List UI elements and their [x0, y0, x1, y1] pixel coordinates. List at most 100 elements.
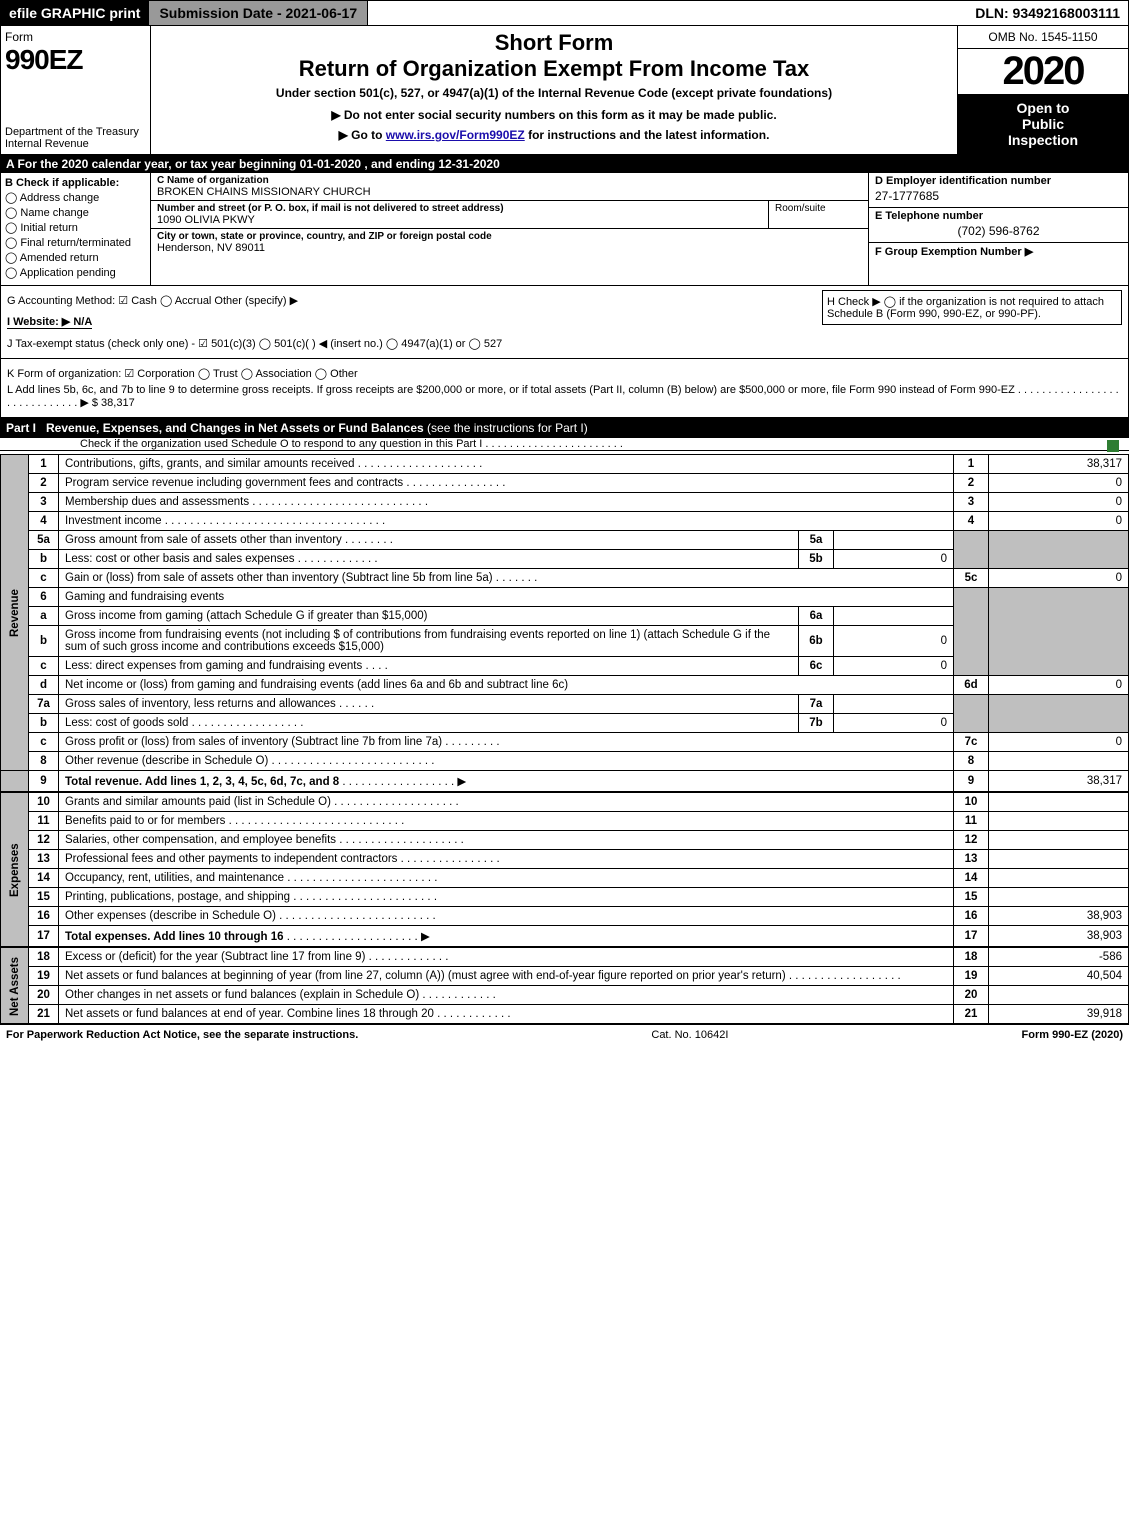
column-c: C Name of organization BROKEN CHAINS MIS…	[151, 173, 868, 285]
line-9-ref: 9	[954, 771, 989, 792]
line-16-desc: Other expenses (describe in Schedule O)	[65, 910, 276, 922]
line-2-amt: 0	[989, 474, 1129, 493]
line-15-amt	[989, 888, 1129, 907]
instruction-prefix: ▶ Go to	[339, 128, 386, 142]
line-20-amt	[989, 986, 1129, 1005]
line-1-num: 1	[29, 455, 59, 474]
line-6d-num: d	[29, 676, 59, 695]
line-7a-bval	[834, 695, 954, 714]
line-3-amt: 0	[989, 493, 1129, 512]
line-19-amt: 40,504	[989, 967, 1129, 986]
city-label: City or town, state or province, country…	[157, 231, 862, 242]
line-6a-num: a	[29, 607, 59, 626]
line-l: L Add lines 5b, 6c, and 7b to line 9 to …	[7, 384, 1122, 409]
line-8-amt	[989, 752, 1129, 771]
line-17-ref: 17	[954, 926, 989, 947]
line-13-num: 13	[29, 850, 59, 869]
line-8-desc: Other revenue (describe in Schedule O)	[65, 755, 268, 767]
efile-print-button[interactable]: efile GRAPHIC print	[1, 1, 148, 25]
line-18-amt: -586	[989, 948, 1129, 967]
line-6d-ref: 6d	[954, 676, 989, 695]
grey-7ab-amt	[989, 695, 1129, 733]
line-7b-desc: Less: cost of goods sold	[65, 717, 188, 729]
line-6c-desc: Less: direct expenses from gaming and fu…	[65, 660, 362, 672]
chk-amended-return[interactable]: ◯ Amended return	[5, 251, 146, 264]
street-value: 1090 OLIVIA PKWY	[157, 214, 762, 226]
line-20-desc: Other changes in net assets or fund bala…	[65, 989, 419, 1001]
chk-name-change[interactable]: ◯ Name change	[5, 206, 146, 219]
line-21-ref: 21	[954, 1005, 989, 1024]
line-20-ref: 20	[954, 986, 989, 1005]
line-i: I Website: ▶ N/A	[7, 315, 92, 329]
expenses-table: Expenses 10 Grants and similar amounts p…	[0, 792, 1129, 947]
footer-right: Form 990-EZ (2020)	[1022, 1029, 1123, 1041]
line-18-num: 18	[29, 948, 59, 967]
grey-7ab	[954, 695, 989, 733]
header-mid: Short Form Return of Organization Exempt…	[151, 26, 958, 154]
line-1-amt: 38,317	[989, 455, 1129, 474]
line-18-desc: Excess or (deficit) for the year (Subtra…	[65, 951, 365, 963]
header-right: OMB No. 1545-1150 2020 Open to Public In…	[958, 26, 1128, 154]
chk-address-change[interactable]: ◯ Address change	[5, 191, 146, 204]
line-7c-num: c	[29, 733, 59, 752]
chk-application-pending[interactable]: ◯ Application pending	[5, 266, 146, 279]
schedule-o-checkbox[interactable]	[1107, 440, 1119, 452]
line-9-num: 9	[29, 771, 59, 792]
line-h: H Check ▶ ◯ if the organization is not r…	[822, 290, 1122, 325]
schedule-o-text: Check if the organization used Schedule …	[80, 438, 623, 450]
line-15-num: 15	[29, 888, 59, 907]
street-label: Number and street (or P. O. box, if mail…	[157, 203, 762, 214]
city-value: Henderson, NV 89011	[157, 242, 862, 254]
line-17-amt: 38,903	[989, 926, 1129, 947]
room-label: Room/suite	[775, 203, 862, 214]
form-word: Form	[5, 30, 146, 44]
line-6b-num: b	[29, 626, 59, 657]
line-16-amt: 38,903	[989, 907, 1129, 926]
irs-link[interactable]: www.irs.gov/Form990EZ	[386, 128, 525, 142]
line-6a-bval	[834, 607, 954, 626]
ein-label: D Employer identification number	[875, 175, 1122, 187]
part-1-header: Part I Revenue, Expenses, and Changes in…	[0, 418, 1129, 438]
open-line-1: Open to	[962, 100, 1124, 116]
line-7a-desc: Gross sales of inventory, less returns a…	[65, 698, 336, 710]
column-d: D Employer identification number 27-1777…	[868, 173, 1128, 285]
line-5a-num: 5a	[29, 531, 59, 550]
line-12-num: 12	[29, 831, 59, 850]
line-5b-box: 5b	[799, 550, 834, 569]
chk-initial-return[interactable]: ◯ Initial return	[5, 221, 146, 234]
revenue-table: Revenue 1 Contributions, gifts, grants, …	[0, 454, 1129, 792]
form-number: 990EZ	[5, 44, 146, 76]
line-16-ref: 16	[954, 907, 989, 926]
line-6d-desc: Net income or (loss) from gaming and fun…	[59, 676, 954, 695]
line-10-amt	[989, 793, 1129, 812]
line-9-desc: Total revenue. Add lines 1, 2, 3, 4, 5c,…	[65, 776, 339, 788]
line-7b-box: 7b	[799, 714, 834, 733]
line-7a-box: 7a	[799, 695, 834, 714]
group-exemption-label: F Group Exemption Number ▶	[875, 245, 1122, 258]
line-10-desc: Grants and similar amounts paid (list in…	[65, 796, 331, 808]
line-14-desc: Occupancy, rent, utilities, and maintena…	[65, 872, 284, 884]
line-2-desc: Program service revenue including govern…	[65, 477, 403, 489]
line-13-amt	[989, 850, 1129, 869]
part-1-title: Revenue, Expenses, and Changes in Net As…	[46, 421, 427, 435]
dln-label: DLN: 93492168003111	[967, 1, 1128, 25]
line-21-amt: 39,918	[989, 1005, 1129, 1024]
dept-treasury: Department of the Treasury	[5, 126, 146, 138]
submission-date-button[interactable]: Submission Date - 2021-06-17	[148, 1, 368, 25]
c-name-label: C Name of organization	[157, 175, 862, 186]
header-left: Form 990EZ Department of the Treasury In…	[1, 26, 151, 154]
line-11-num: 11	[29, 812, 59, 831]
line-18-ref: 18	[954, 948, 989, 967]
line-5a-box: 5a	[799, 531, 834, 550]
line-21-desc: Net assets or fund balances at end of ye…	[65, 1008, 434, 1020]
line-6-desc: Gaming and fundraising events	[59, 588, 954, 607]
line-6a-desc: Gross income from gaming (attach Schedul…	[59, 607, 799, 626]
line-5c-amt: 0	[989, 569, 1129, 588]
chk-final-return[interactable]: ◯ Final return/terminated	[5, 236, 146, 249]
line-17-desc: Total expenses. Add lines 10 through 16	[65, 931, 284, 943]
line-5b-bval: 0	[834, 550, 954, 569]
line-j: J Tax-exempt status (check only one) - ☑…	[7, 337, 1122, 350]
line-1-ref: 1	[954, 455, 989, 474]
expenses-section-label: Expenses	[1, 793, 29, 947]
footer-left: For Paperwork Reduction Act Notice, see …	[6, 1029, 358, 1041]
